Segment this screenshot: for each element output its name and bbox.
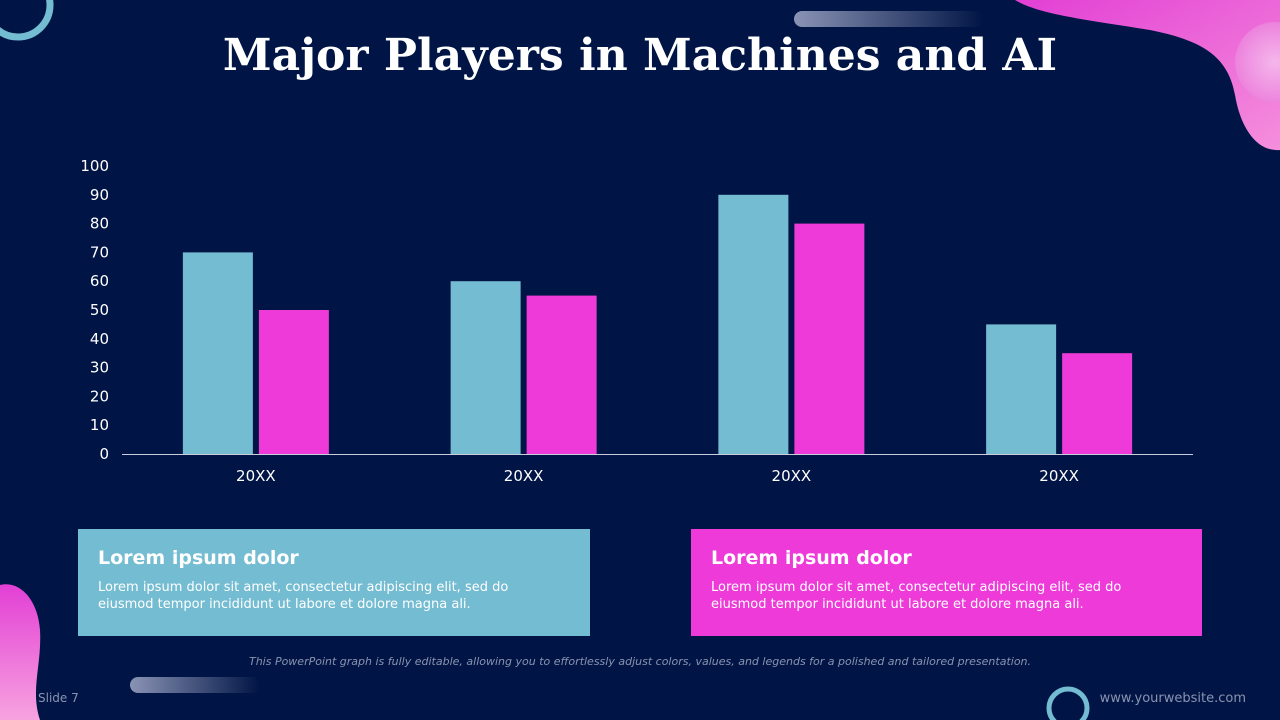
y-tick-label: 90 <box>90 186 109 204</box>
bar-chart: 0 10 20 30 40 50 60 70 80 90 100 20XX 20XX 20XX 20XX <box>80 157 1193 485</box>
y-tick-label: 70 <box>90 243 109 261</box>
y-tick-label: 100 <box>80 157 109 175</box>
bar-series-1 <box>718 194 789 455</box>
y-tick-label: 20 <box>90 387 109 405</box>
y-tick-label: 10 <box>90 416 109 434</box>
card-body-line: Lorem ipsum dolor sit amet, consectetur … <box>98 580 509 595</box>
y-tick-label: 80 <box>90 215 109 233</box>
card-body-line: eiusmod tempor incididunt ut labore et d… <box>98 597 471 612</box>
y-tick-label: 30 <box>90 359 109 377</box>
card-body: Lorem ipsum dolor sit amet, consectetur … <box>98 579 570 613</box>
card-title: Lorem ipsum dolor <box>98 547 299 569</box>
bar-series-1 <box>986 324 1057 454</box>
bar-series-1 <box>450 281 521 454</box>
blob-top-right <box>1015 0 1280 151</box>
bar-series-2 <box>794 223 865 454</box>
blob-bottom-left <box>0 584 41 720</box>
bar-series-2 <box>1062 353 1133 454</box>
y-tick-label: 0 <box>99 445 109 463</box>
ring-top-left <box>0 0 54 41</box>
x-tick-label: 20XX <box>504 467 544 485</box>
y-tick-label: 50 <box>90 301 109 319</box>
bubble-top-right <box>1235 22 1280 102</box>
slide-title: Major Players in Machines and AI <box>222 30 1058 81</box>
bar-series-2 <box>526 295 597 454</box>
info-card-pink: Lorem ipsum dolor Lorem ipsum dolor sit … <box>691 529 1202 636</box>
card-body-line: Lorem ipsum dolor sit amet, consectetur … <box>711 580 1122 595</box>
card-title: Lorem ipsum dolor <box>711 547 912 569</box>
y-tick-label: 60 <box>90 272 109 290</box>
ring-bottom <box>1046 686 1090 720</box>
x-tick-label: 20XX <box>1039 467 1079 485</box>
card-body-line: eiusmod tempor incididunt ut labore et d… <box>711 597 1084 612</box>
website-link[interactable]: www.yourwebsite.com <box>1099 691 1246 706</box>
info-card-blue: Lorem ipsum dolor Lorem ipsum dolor sit … <box>78 529 590 636</box>
pill-bottom <box>130 677 260 693</box>
footnote: This PowerPoint graph is fully editable,… <box>248 655 1032 668</box>
x-tick-label: 20XX <box>772 467 812 485</box>
bar-series-1 <box>182 252 253 454</box>
bar-series-2 <box>258 310 329 454</box>
x-tick-label: 20XX <box>236 467 276 485</box>
card-body: Lorem ipsum dolor sit amet, consectetur … <box>711 579 1182 613</box>
y-tick-label: 40 <box>90 330 109 348</box>
slide-number: Slide 7 <box>38 691 79 705</box>
pill-top <box>794 11 984 27</box>
